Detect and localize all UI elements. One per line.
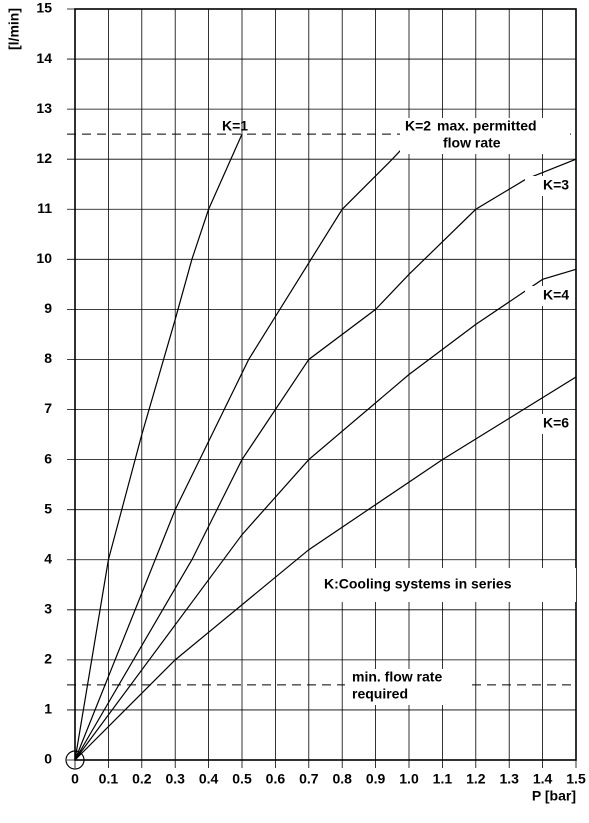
series-line	[74, 376, 577, 761]
series-line	[74, 158, 577, 761]
series-line	[74, 133, 417, 761]
x-tick-label: 0.3	[165, 771, 185, 787]
x-tick-label: 0.8	[332, 771, 352, 787]
x-tick-label: 0.4	[199, 771, 219, 787]
label-bg	[345, 669, 470, 705]
x-tick-label: 1.2	[466, 771, 486, 787]
y-tick-label: 4	[44, 550, 52, 566]
labels	[310, 118, 576, 705]
y-tick-label: 6	[44, 450, 52, 466]
x-tick-label: 0	[71, 771, 79, 787]
annotation: K:Cooling systems in series	[324, 576, 512, 592]
y-tick-label: 1	[44, 701, 52, 717]
y-tick-label: 2	[44, 651, 52, 667]
series-line	[74, 133, 243, 761]
label-bg	[525, 286, 575, 306]
y-tick-label: 11	[37, 200, 52, 216]
series-label: K=1	[222, 118, 248, 134]
x-tick-label: 1.4	[533, 771, 553, 787]
y-tick-label: 0	[44, 751, 52, 767]
grid	[67, 8, 577, 768]
y-tick-label: 14	[36, 50, 52, 66]
series-label: K=6	[543, 415, 569, 431]
x-tick-label: 0.2	[132, 771, 152, 787]
series-line	[74, 268, 577, 761]
y-tick-label: 12	[36, 150, 52, 166]
x-tick-label: 0.7	[299, 771, 319, 787]
annotation: flow rate	[443, 135, 501, 151]
x-tick-label: 0.9	[366, 771, 386, 787]
x-tick-label: 1.5	[566, 771, 586, 787]
x-tick-label: 1.0	[399, 771, 419, 787]
x-tick-label: 0.6	[266, 771, 286, 787]
label-bg	[525, 176, 575, 196]
y-tick-label: 13	[36, 100, 52, 116]
x-tick-label: 1.1	[433, 771, 453, 787]
label-bg	[525, 414, 575, 434]
x-tick-label: 0.5	[232, 771, 252, 787]
series-label: K=4	[543, 287, 569, 303]
y-tick-label: 15	[36, 0, 52, 16]
y-tick-label: 5	[44, 500, 52, 516]
y-tick-label: 10	[36, 250, 52, 266]
series-label: K=3	[543, 177, 569, 193]
annotation: required	[352, 686, 408, 702]
y-axis-label: [l/min]	[6, 8, 22, 50]
x-tick-label: 0.1	[99, 771, 119, 787]
y-tick-label: 8	[44, 350, 52, 366]
label-bg	[310, 568, 576, 602]
annotation: max. permitted	[437, 118, 537, 134]
x-tick-label: 1.3	[499, 771, 519, 787]
x-axis-label: P [bar]	[532, 788, 576, 804]
annotation: min. flow rate	[352, 669, 442, 685]
y-tick-label: 9	[44, 300, 52, 316]
label-bg	[400, 118, 570, 154]
plot-frame	[74, 8, 577, 761]
y-tick-label: 7	[44, 400, 52, 416]
origin-marker	[65, 750, 85, 770]
y-tick-label: 3	[44, 601, 52, 617]
series-label: K=2	[405, 118, 431, 134]
